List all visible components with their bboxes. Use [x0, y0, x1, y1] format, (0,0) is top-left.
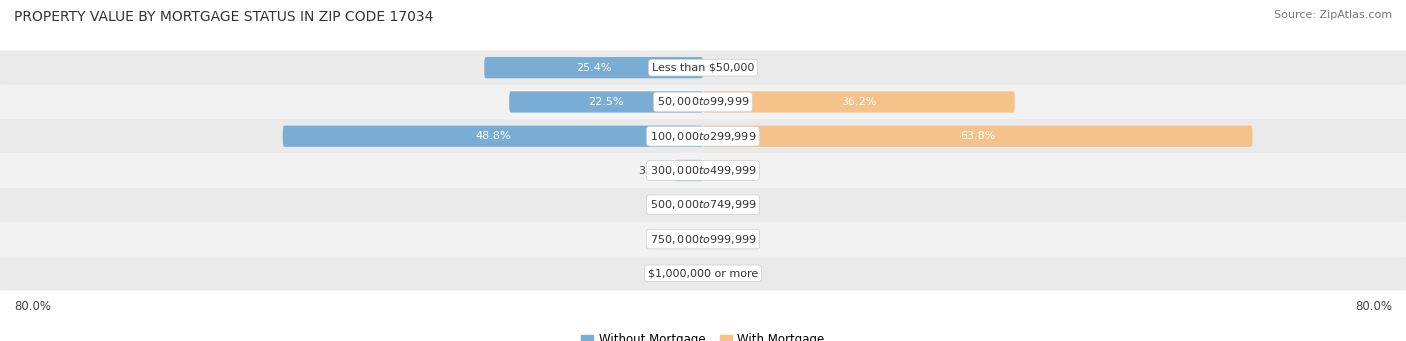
Text: $1,000,000 or more: $1,000,000 or more [648, 268, 758, 278]
Text: 0.0%: 0.0% [662, 268, 690, 278]
FancyBboxPatch shape [0, 256, 1406, 291]
Text: 0.0%: 0.0% [716, 165, 744, 176]
FancyBboxPatch shape [283, 125, 703, 147]
Text: Source: ZipAtlas.com: Source: ZipAtlas.com [1274, 10, 1392, 20]
FancyBboxPatch shape [0, 85, 1406, 119]
Text: 0.0%: 0.0% [662, 200, 690, 210]
Text: 22.5%: 22.5% [588, 97, 624, 107]
Text: $500,000 to $749,999: $500,000 to $749,999 [650, 198, 756, 211]
Text: 0.0%: 0.0% [716, 234, 744, 244]
Text: PROPERTY VALUE BY MORTGAGE STATUS IN ZIP CODE 17034: PROPERTY VALUE BY MORTGAGE STATUS IN ZIP… [14, 10, 433, 24]
Text: 0.0%: 0.0% [716, 268, 744, 278]
Text: $300,000 to $499,999: $300,000 to $499,999 [650, 164, 756, 177]
FancyBboxPatch shape [0, 50, 1406, 85]
Text: 80.0%: 80.0% [14, 300, 51, 313]
Text: 36.2%: 36.2% [841, 97, 876, 107]
Text: 63.8%: 63.8% [960, 131, 995, 141]
Text: 0.0%: 0.0% [662, 234, 690, 244]
Text: $50,000 to $99,999: $50,000 to $99,999 [657, 95, 749, 108]
Text: 48.8%: 48.8% [475, 131, 510, 141]
FancyBboxPatch shape [703, 91, 1015, 113]
FancyBboxPatch shape [0, 222, 1406, 256]
FancyBboxPatch shape [0, 153, 1406, 188]
FancyBboxPatch shape [509, 91, 703, 113]
Text: Less than $50,000: Less than $50,000 [652, 63, 754, 73]
FancyBboxPatch shape [675, 160, 703, 181]
FancyBboxPatch shape [0, 119, 1406, 153]
Text: 25.4%: 25.4% [576, 63, 612, 73]
Text: 0.0%: 0.0% [716, 200, 744, 210]
Text: $750,000 to $999,999: $750,000 to $999,999 [650, 233, 756, 246]
Legend: Without Mortgage, With Mortgage: Without Mortgage, With Mortgage [576, 329, 830, 341]
Text: 3.3%: 3.3% [638, 165, 666, 176]
Text: 0.0%: 0.0% [716, 63, 744, 73]
Text: 80.0%: 80.0% [1355, 300, 1392, 313]
Text: $100,000 to $299,999: $100,000 to $299,999 [650, 130, 756, 143]
FancyBboxPatch shape [484, 57, 703, 78]
FancyBboxPatch shape [703, 125, 1253, 147]
FancyBboxPatch shape [0, 188, 1406, 222]
